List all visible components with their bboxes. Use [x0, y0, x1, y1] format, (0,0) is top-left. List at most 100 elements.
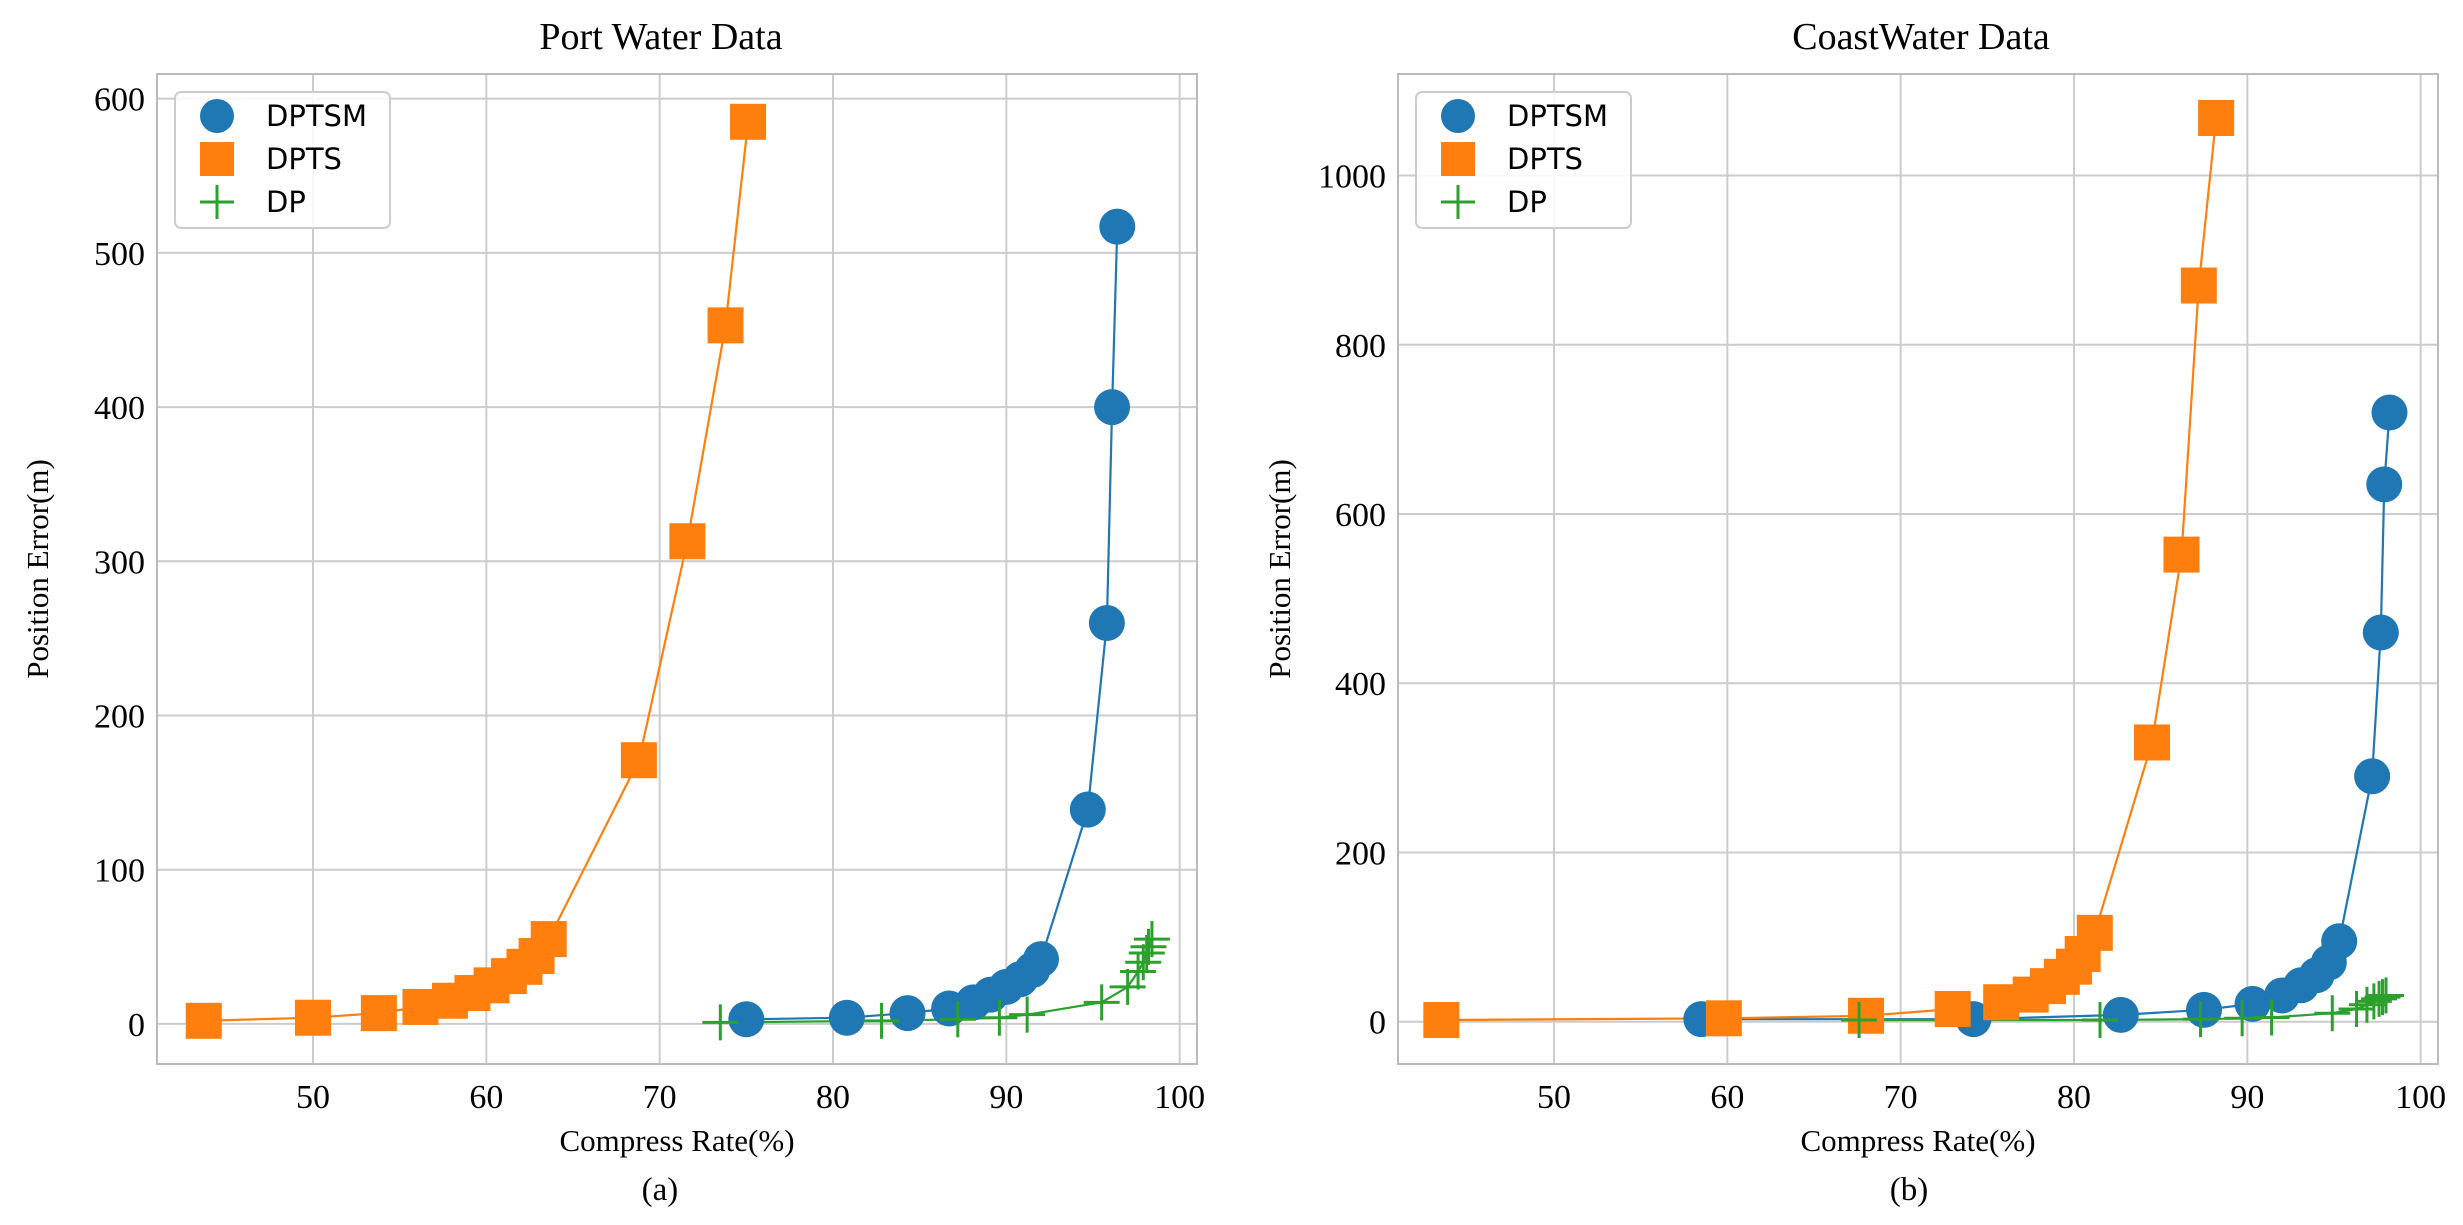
series-line-dptsm	[746, 226, 1119, 1021]
y-tick-label: 300	[94, 544, 145, 581]
data-point-dptsm	[2186, 991, 2222, 1028]
data-point-dpts	[730, 103, 767, 140]
chart-panel-a: Port Water Data 50 60 70 80 90 100 0 100 200 300 4…	[20, 16, 1205, 1208]
series-line-dptsm	[1701, 412, 2391, 1021]
data-point-dpts	[1705, 1000, 1742, 1037]
data-point-dpts	[1423, 1002, 1460, 1038]
data-point-dptsm	[828, 999, 865, 1036]
data-point-dp	[2182, 1001, 2219, 1038]
x-tick-label: 80	[816, 1079, 850, 1116]
y-tick-label: 200	[1335, 835, 1386, 872]
data-point-dpts	[2180, 267, 2217, 304]
tick-labels: 50 60 70 80 90 100 0 100 200 300 400 500 600	[94, 82, 1205, 1116]
data-point-dp	[2361, 980, 2398, 1017]
legend-marker-dp	[1441, 185, 1475, 219]
data-point-dp	[1133, 921, 1170, 958]
data-point-dp	[981, 999, 1018, 1036]
x-tick-label: 60	[469, 1079, 503, 1116]
legend-label: DP	[1507, 185, 1547, 219]
data-point-dp	[1083, 984, 1120, 1021]
data-point-dp	[2253, 999, 2290, 1036]
y-tick-label: 0	[128, 1007, 145, 1044]
legend-marker-dptsm	[1441, 99, 1475, 133]
data-point-dptsm	[2321, 923, 2358, 960]
data-point-dptsm	[1023, 941, 1059, 978]
legend-label: DPTS	[1507, 142, 1583, 176]
x-tick-label: 70	[1884, 1079, 1918, 1116]
x-tick-label: 90	[989, 1079, 1023, 1116]
data-point-dptsm	[1094, 389, 1131, 426]
y-tick-label: 0	[1369, 1005, 1386, 1042]
y-tick-label: 400	[94, 390, 145, 427]
data-point-dp	[1125, 944, 1162, 981]
data-point-dpts	[620, 742, 657, 779]
y-tick-label: 200	[94, 698, 145, 735]
grid	[157, 74, 1197, 1064]
legend-marker-dpts	[1441, 142, 1475, 176]
data-point-dptsm	[1069, 791, 1106, 828]
y-tick-label: 600	[94, 82, 145, 119]
chart-title: Port Water Data	[539, 16, 782, 58]
data-point-dp	[1009, 996, 1046, 1033]
data-point-dptsm	[2362, 614, 2399, 651]
data-point-dp	[939, 1001, 976, 1038]
y-tick-label: 600	[1335, 497, 1386, 534]
panel-caption: (b)	[1890, 1172, 1928, 1208]
data-point-dptsm	[728, 1001, 765, 1038]
data-point-dp	[702, 1004, 739, 1041]
data-point-dptsm	[1088, 604, 1125, 641]
panel-caption: (a)	[642, 1172, 679, 1208]
data-point-dptsm	[2366, 466, 2403, 503]
legend-marker-dp	[200, 185, 234, 219]
x-tick-label: 100	[2395, 1079, 2446, 1116]
y-axis-label: Position Error(m)	[20, 459, 55, 679]
data-point-dpts	[707, 307, 744, 344]
data-series	[185, 103, 1170, 1041]
x-tick-label: 90	[2230, 1079, 2264, 1116]
data-point-dp	[2364, 979, 2401, 1016]
series-line-dpts	[1441, 117, 2218, 1022]
plot-frame	[1397, 73, 2439, 1065]
data-point-dptsm	[1099, 208, 1136, 245]
data-point-dp	[2082, 1002, 2118, 1038]
x-axis-label: Compress Rate(%)	[1800, 1123, 2035, 1158]
data-point-dp	[1109, 968, 1146, 1005]
y-tick-label: 1000	[1318, 159, 1386, 196]
x-tick-label: 60	[1710, 1079, 1744, 1116]
legend-label: DPTSM	[266, 99, 367, 133]
x-tick-label: 80	[2057, 1079, 2091, 1116]
data-point-dpts	[295, 999, 331, 1036]
data-point-dpts	[669, 523, 706, 560]
y-axis-label: Position Error(m)	[1262, 459, 1297, 679]
data-point-dp	[2368, 977, 2404, 1014]
legend-label: DP	[266, 185, 306, 219]
data-point-dpts	[2076, 914, 2113, 951]
x-tick-label: 70	[643, 1079, 677, 1116]
y-tick-label: 100	[94, 853, 145, 890]
chart-title: CoastWater Data	[1792, 16, 2050, 58]
plot-frame	[156, 73, 1198, 1065]
grid	[1398, 74, 2438, 1064]
legend: DPTSM DPTS DP	[1415, 91, 1632, 229]
data-point-dpts	[2134, 724, 2170, 761]
x-tick-label: 50	[1537, 1079, 1571, 1116]
data-point-dp	[1841, 1002, 1878, 1038]
legend-label: DPTS	[266, 142, 342, 176]
data-series	[1423, 100, 2408, 1038]
data-point-dp	[2314, 995, 2351, 1032]
data-point-dp	[1128, 934, 1165, 971]
x-tick-label: 100	[1154, 1079, 1205, 1116]
data-point-dpts	[185, 1002, 222, 1039]
data-point-dpts	[360, 995, 397, 1032]
chart-panel-b: CoastWater Data 50 60 70 80 90 10002004006008…	[1262, 16, 2446, 1208]
legend-marker-dpts	[200, 142, 234, 176]
data-point-dp	[2338, 991, 2375, 1027]
data-point-dptsm	[889, 995, 926, 1032]
data-point-dpts	[530, 921, 567, 958]
legend-marker-dptsm	[200, 99, 234, 133]
data-point-dpts	[1848, 997, 1884, 1034]
data-point-dpts	[2163, 536, 2200, 573]
y-tick-label: 800	[1335, 328, 1386, 365]
x-tick-label: 50	[296, 1079, 330, 1116]
